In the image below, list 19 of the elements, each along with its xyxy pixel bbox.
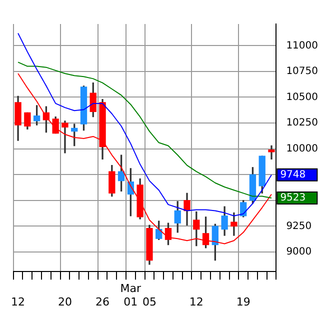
data-label: 9748 (280, 169, 306, 180)
y-tick-label: 10000 (286, 143, 318, 154)
candlestick (268, 145, 275, 160)
x-tick-label: Mar 01 (120, 282, 142, 308)
x-tick-label: 05 (142, 295, 156, 308)
y-tick-label: 9250 (286, 220, 312, 232)
x-tick-label: 20 (58, 295, 72, 308)
y-tick-label: 9000 (286, 246, 312, 258)
x-tick-label: 26 (96, 295, 110, 308)
x-tick-label: 12 (189, 295, 204, 308)
y-tick-label: 11000 (286, 40, 318, 52)
candlestick (230, 212, 238, 236)
x-tick-label: 12 (11, 295, 26, 308)
y-tick-label: 10750 (286, 66, 318, 78)
y-tick-label: 10250 (286, 118, 318, 129)
data-label: 9523 (280, 192, 306, 204)
x-tick-label: 19 (236, 295, 250, 308)
candlestick (62, 120, 68, 154)
y-tick-label: 10500 (286, 92, 318, 103)
